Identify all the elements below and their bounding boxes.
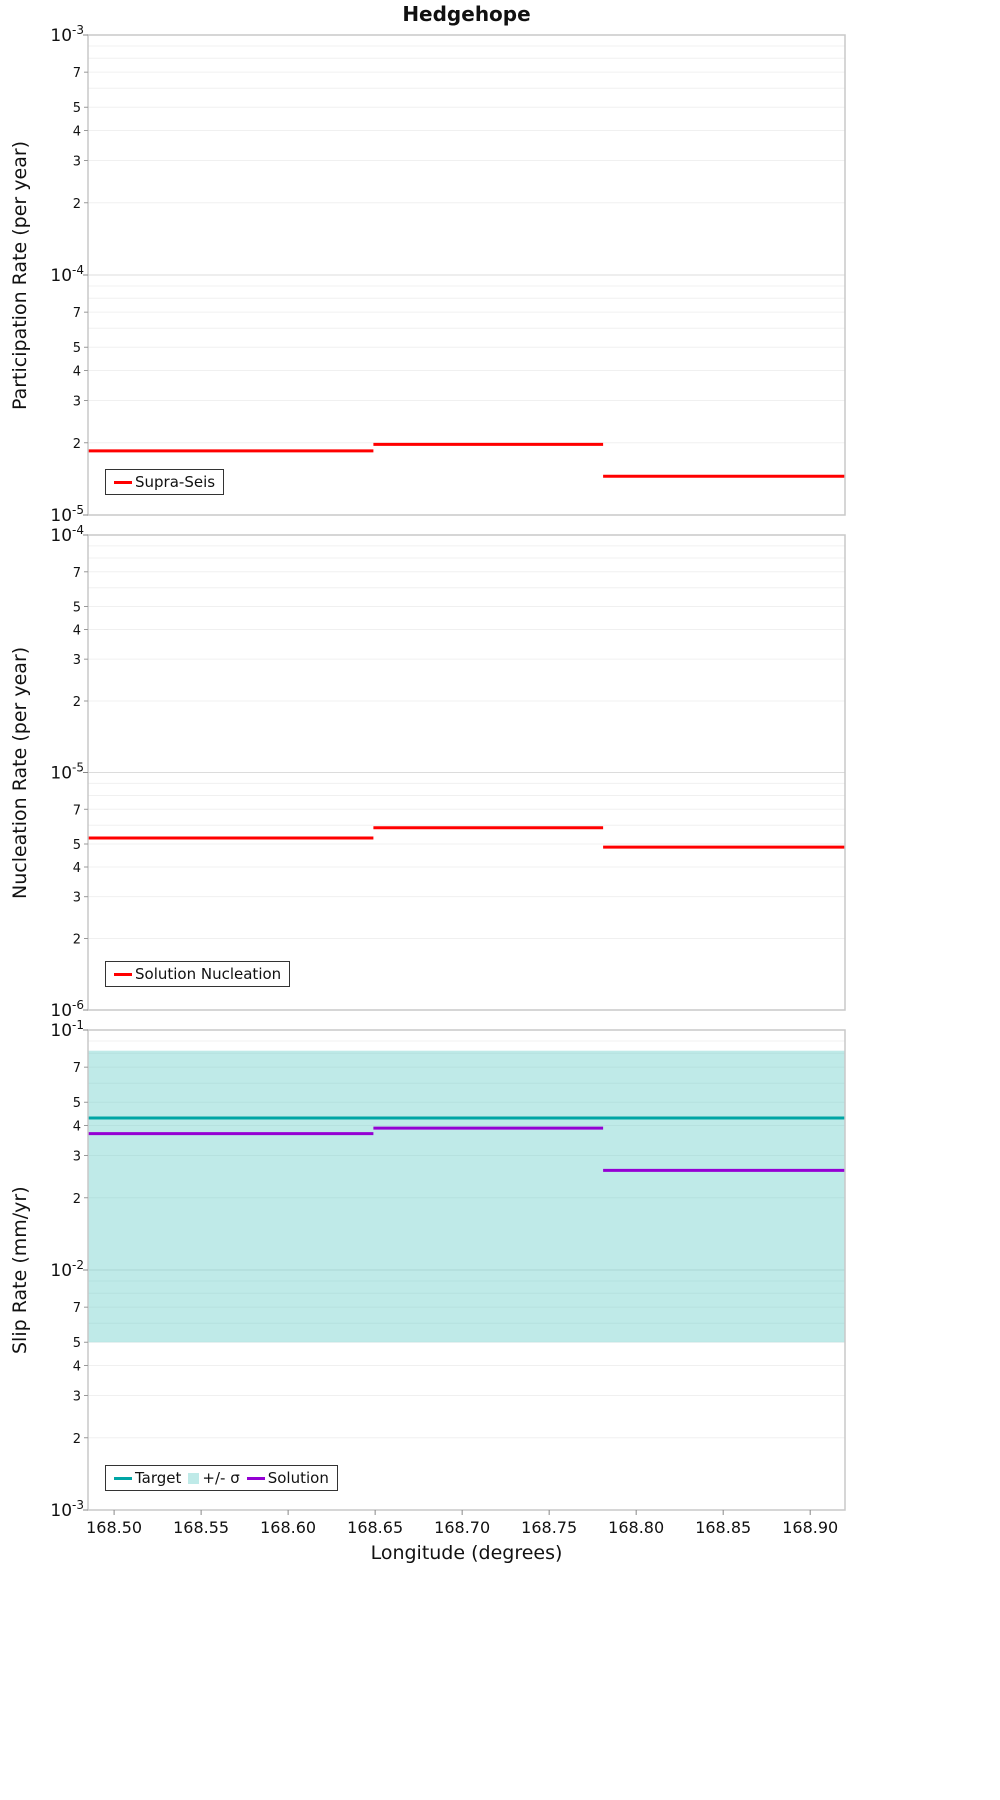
legend-item-supra-seis: Supra-Seis [114, 473, 215, 491]
y-minor-tick-label: 3 [73, 653, 81, 668]
y-major-tick-label: 10-3 [50, 1498, 84, 1521]
series-item-band [88, 1050, 845, 1343]
y-minor-tick-label: 4 [73, 365, 81, 380]
y-minor-tick-label: 4 [73, 1360, 81, 1375]
y-major-tick-label: 10-4 [50, 523, 84, 546]
y-minor-tick-label: 7 [73, 1301, 81, 1316]
y-major-tick-label: 10-5 [50, 761, 84, 784]
legend-panel-2: Target +/- σ Solution [105, 1465, 338, 1491]
y-minor-tick-label: 2 [73, 1432, 81, 1447]
legend-panel-1: Solution Nucleation [105, 961, 291, 987]
legend-item-solution: Solution [246, 1469, 329, 1487]
legend-label: Target [135, 1469, 182, 1487]
y-minor-tick-label: 7 [73, 566, 81, 581]
x-tick-label: 168.50 [86, 1518, 142, 1537]
legend-item-solution-nucleation: Solution Nucleation [114, 965, 281, 983]
y-minor-tick-label: 4 [73, 1120, 81, 1135]
x-tick-label: 168.80 [608, 1518, 664, 1537]
y-minor-tick-label: 4 [73, 861, 81, 876]
y-minor-tick-label: 3 [73, 891, 81, 906]
legend-swatch-solution-icon [246, 1476, 265, 1480]
x-axis-label: Longitude (degrees) [370, 1542, 563, 1564]
x-tick-label: 168.70 [434, 1518, 490, 1537]
x-tick-label: 168.75 [521, 1518, 577, 1537]
y-minor-tick-label: 5 [73, 1336, 81, 1351]
y-minor-tick-label: 4 [73, 624, 81, 639]
y-minor-tick-label: 4 [73, 125, 81, 140]
legend-item-target: Target [114, 1469, 181, 1487]
y-minor-tick-label: 7 [73, 66, 81, 81]
legend-swatch-solution-nucleation-icon [114, 972, 132, 976]
y-minor-tick-label: 2 [73, 1192, 81, 1207]
panel-2: 10-1 10-2 10-3 7 5 4 3 2 7 5 4 3 2 [50, 1018, 846, 1521]
legend-swatch-item-icon [188, 1472, 200, 1484]
y-minor-tick-label: 5 [73, 838, 81, 853]
y-minor-tick-label: 3 [73, 394, 81, 409]
y-minor-tick-label: 5 [73, 101, 81, 116]
y-major-tick-label: 10-3 [50, 23, 84, 46]
y-minor-tick-label: 7 [73, 306, 81, 321]
y-minor-tick-label: 5 [73, 1096, 81, 1111]
y-minor-tick-label: 2 [73, 197, 81, 212]
legend-label: Solution [267, 1469, 329, 1487]
y-major-tick-label: 10-1 [50, 1018, 84, 1041]
y-minor-tick-label: 2 [73, 695, 81, 710]
y-minor-tick-label: 2 [73, 437, 81, 452]
x-tick-label: 168.60 [260, 1518, 316, 1537]
legend-label: Supra-Seis [135, 473, 216, 491]
y-major-tick-label: 10-2 [50, 1258, 84, 1281]
y-minor-tick-label: 3 [73, 154, 81, 169]
y-major-tick-label: 10-4 [50, 263, 84, 286]
legend-item-item: +/- σ [188, 1469, 240, 1487]
legend-swatch-supra-seis-icon [114, 480, 132, 484]
figure-title: Hedgehope [402, 2, 531, 26]
legend-label: +/- σ [202, 1469, 240, 1487]
legend-label: Solution Nucleation [135, 965, 282, 983]
x-tick-label: 168.65 [347, 1518, 403, 1537]
y-minor-tick-label: 3 [73, 1389, 81, 1404]
y-minor-tick-label: 3 [73, 1149, 81, 1164]
y-minor-tick-label: 5 [73, 600, 81, 615]
y-minor-tick-label: 2 [73, 933, 81, 948]
legend-panel-0: Supra-Seis [105, 469, 225, 495]
x-tick-label: 168.85 [695, 1518, 751, 1537]
x-tick-label: 168.55 [173, 1518, 229, 1537]
legend-swatch-target-icon [114, 1476, 132, 1480]
x-tick-label: 168.90 [782, 1518, 838, 1537]
y-minor-tick-label: 7 [73, 803, 81, 818]
y-minor-tick-label: 5 [73, 341, 81, 356]
y-minor-tick-label: 7 [73, 1061, 81, 1076]
